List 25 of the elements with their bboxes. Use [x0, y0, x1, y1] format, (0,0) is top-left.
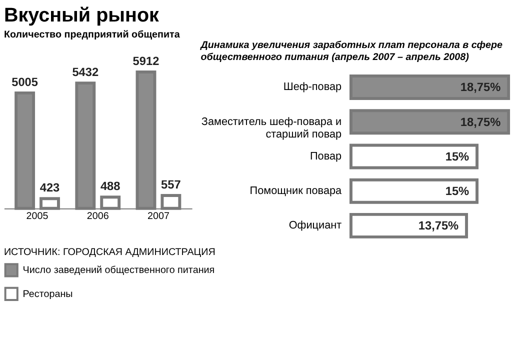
legend-label: Число заведений общественного питания: [22, 265, 215, 276]
data-label: 557: [161, 178, 182, 192]
y-tick-label: Шеф-повар: [283, 81, 342, 94]
y-tick-label: Официант: [288, 220, 342, 232]
chart-title: Динамика увеличения заработных плат персонала в сфере общественного питания (апрель 2007 – апрель 2008): [200, 40, 503, 64]
data-label: 18,75%: [460, 80, 502, 94]
chart-title: Вкусный рынок: [4, 4, 160, 27]
chart-subtitle: Количество предприятий общепита: [4, 29, 180, 40]
data-label: 15%: [445, 149, 470, 164]
data-label: 18,75%: [460, 114, 502, 129]
legend-label: Рестораны: [22, 288, 73, 300]
x-tick-label: 2005: [26, 210, 49, 222]
y-tick-label: Заместитель шеф-повара и старший повар: [201, 116, 342, 141]
x-tick-label: 2007: [147, 210, 170, 222]
y-tick-label: Помощник повара: [250, 185, 343, 198]
data-label: 423: [40, 180, 60, 195]
data-label: 5005: [12, 75, 38, 90]
y-tick-label: Повар: [310, 150, 342, 162]
data-label: 488: [100, 179, 121, 194]
data-label: 15%: [445, 184, 470, 198]
data-label: 5432: [72, 65, 99, 80]
data-label: 13,75%: [418, 218, 460, 233]
text: ИСТОЧНИК: ГОРОДСКАЯ АДМИНИСТРАЦИЯ: [4, 246, 216, 258]
data-label: 5912: [132, 54, 160, 68]
x-tick-label: 2006: [86, 210, 110, 222]
